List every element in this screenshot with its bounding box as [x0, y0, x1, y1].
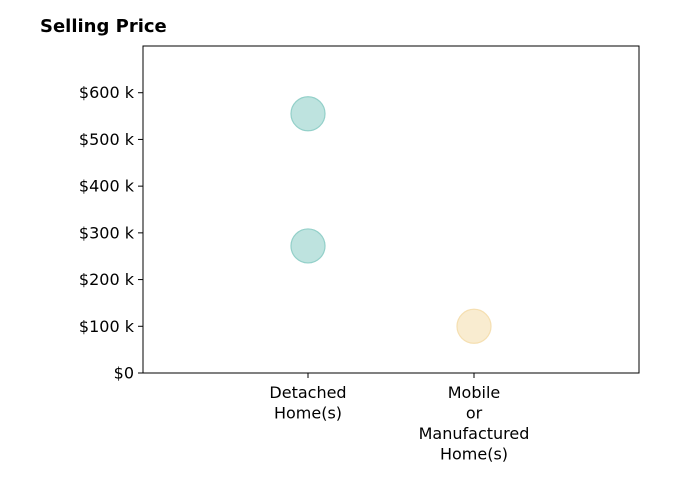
- y-tick-label: $400 k: [79, 177, 135, 196]
- data-point: [290, 96, 326, 132]
- data-point: [456, 308, 492, 344]
- y-tick-label: $300 k: [79, 223, 135, 242]
- y-tick-label: $600 k: [79, 83, 135, 102]
- x-tick-label: Detached Home(s): [269, 383, 346, 423]
- chart-title: Selling Price: [40, 16, 167, 37]
- y-tick-label: $200 k: [79, 270, 135, 289]
- data-point: [290, 228, 326, 264]
- plot-area-frame: [142, 45, 640, 374]
- x-tick-label-line: Manufactured: [419, 424, 530, 443]
- data-points: [290, 96, 492, 344]
- y-tick-label: $0: [114, 364, 134, 383]
- x-axis: Detached Home(s) Mobile or Manufactured Home(…: [269, 373, 529, 464]
- x-tick-label-line: or: [466, 404, 483, 423]
- x-tick-label-line: Mobile: [448, 383, 500, 402]
- x-tick-label-line: Home(s): [274, 404, 342, 423]
- x-tick-label-line: Home(s): [440, 445, 508, 464]
- y-tick-label: $100 k: [79, 317, 135, 336]
- y-tick-label: $500 k: [79, 130, 135, 149]
- x-tick-label: Mobile or Manufactured Home(s): [419, 383, 530, 464]
- y-axis: $0 $100 k $200 k $300 k $400 k $500 k $600 k: [79, 83, 143, 383]
- x-tick-label-line: Detached: [269, 383, 346, 402]
